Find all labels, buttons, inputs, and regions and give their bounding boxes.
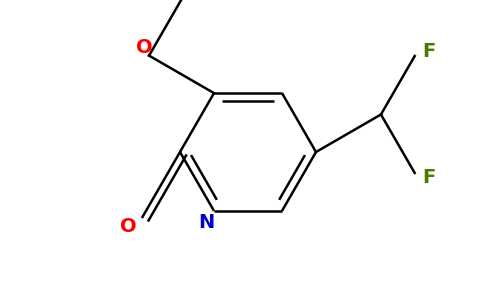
Text: N: N [198,213,214,232]
Text: O: O [136,38,152,57]
Text: F: F [422,41,435,61]
Text: O: O [120,218,137,236]
Text: F: F [422,169,435,188]
